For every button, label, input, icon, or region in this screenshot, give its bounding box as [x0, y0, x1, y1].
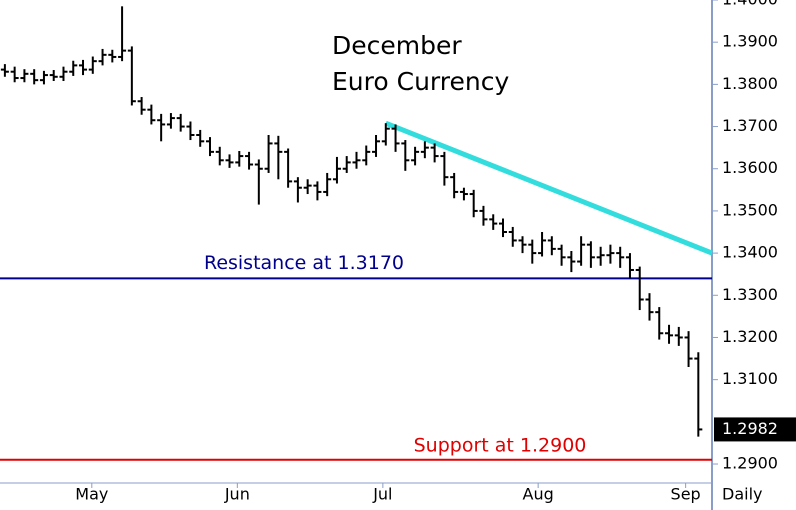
y-tick-label: 1.3900 [722, 32, 778, 51]
x-tick-label: Jul [372, 485, 392, 504]
y-tick-label: 1.3200 [722, 327, 778, 346]
last-price-box [714, 417, 796, 442]
y-tick-label: 1.2900 [722, 454, 778, 473]
period-label: Daily [722, 485, 762, 504]
y-tick-label: 1.4000 [722, 0, 778, 9]
y-tick-label: 1.3300 [722, 285, 778, 304]
x-tick-label: May [75, 485, 108, 504]
y-tick-label: 1.3800 [722, 74, 778, 93]
x-tick-label: Sep [671, 485, 701, 504]
y-tick-label: 1.3700 [722, 116, 778, 135]
x-tick-label: Jun [224, 485, 250, 504]
y-tick-label: 1.3100 [722, 369, 778, 388]
y-tick-label: 1.3500 [722, 200, 778, 219]
chart-title: December [332, 31, 462, 60]
chart-subtitle: Euro Currency [332, 67, 509, 96]
y-tick-label: 1.3400 [722, 243, 778, 262]
last-price-label: 1.2982 [722, 419, 778, 438]
x-tick-label: Aug [523, 485, 554, 504]
y-tick-label: 1.3600 [722, 158, 778, 177]
trend-line [384, 120, 713, 256]
level-label: Resistance at 1.3170 [204, 252, 404, 274]
level-label: Support at 1.2900 [414, 434, 587, 456]
